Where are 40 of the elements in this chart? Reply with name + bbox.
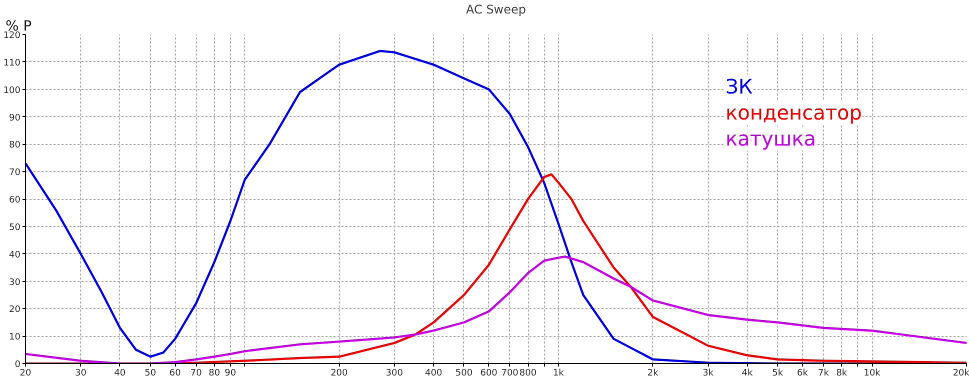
x-tick-label: 5k bbox=[772, 368, 784, 378]
y-tick-label: 40 bbox=[9, 250, 21, 260]
x-tick-label: 800 bbox=[519, 368, 537, 378]
y-tick-label: 50 bbox=[9, 222, 21, 233]
x-tick-label: 6k bbox=[797, 368, 809, 378]
y-tick-label: 70 bbox=[9, 168, 21, 178]
y-tick-label: 90 bbox=[9, 113, 21, 124]
x-tick-label: 700 bbox=[501, 368, 519, 378]
x-tick-label: 8k bbox=[836, 368, 848, 378]
x-tick-label: 4k bbox=[742, 368, 754, 378]
x-tick-label: 2k bbox=[647, 368, 660, 378]
x-tick-label: 1k bbox=[552, 368, 565, 378]
x-tick-label: 10k bbox=[864, 368, 882, 378]
chart-title: AC Sweep bbox=[466, 2, 526, 16]
text: катушка bbox=[726, 126, 816, 150]
y-tick-label: 80 bbox=[9, 140, 21, 151]
x-tick-label: 20 bbox=[20, 368, 32, 378]
y-tick-label: 100 bbox=[3, 86, 21, 96]
x-tick-label: 500 bbox=[455, 368, 473, 378]
x-tick-label: 400 bbox=[425, 368, 442, 378]
x-tick-label: 300 bbox=[386, 368, 404, 378]
x-tick-label: 50 bbox=[144, 368, 156, 378]
text: ЗК bbox=[726, 74, 753, 98]
x-tick-label: 90 bbox=[224, 368, 236, 378]
text: конденсатор bbox=[726, 100, 862, 124]
x-tick-label: 40 bbox=[114, 368, 126, 378]
y-tick-label: 60 bbox=[9, 196, 21, 206]
x-tick-label: 200 bbox=[330, 368, 348, 378]
x-tick-label: 70 bbox=[190, 368, 202, 378]
y-tick-label: 10 bbox=[9, 332, 21, 343]
y-tick-label: 110 bbox=[3, 58, 21, 68]
y-tick-label: 20 bbox=[9, 305, 21, 316]
x-tick-label: 7k bbox=[818, 368, 830, 378]
x-tick-label: 80 bbox=[208, 368, 220, 378]
x-tick-label: 60 bbox=[169, 368, 182, 378]
x-tick-label: 3k bbox=[702, 368, 714, 378]
x-tick-label: 30 bbox=[75, 368, 87, 378]
y-tick-label: 30 bbox=[9, 278, 21, 288]
x-tick-label: 600 bbox=[480, 368, 498, 378]
y-tick-label: 0 bbox=[14, 360, 21, 370]
